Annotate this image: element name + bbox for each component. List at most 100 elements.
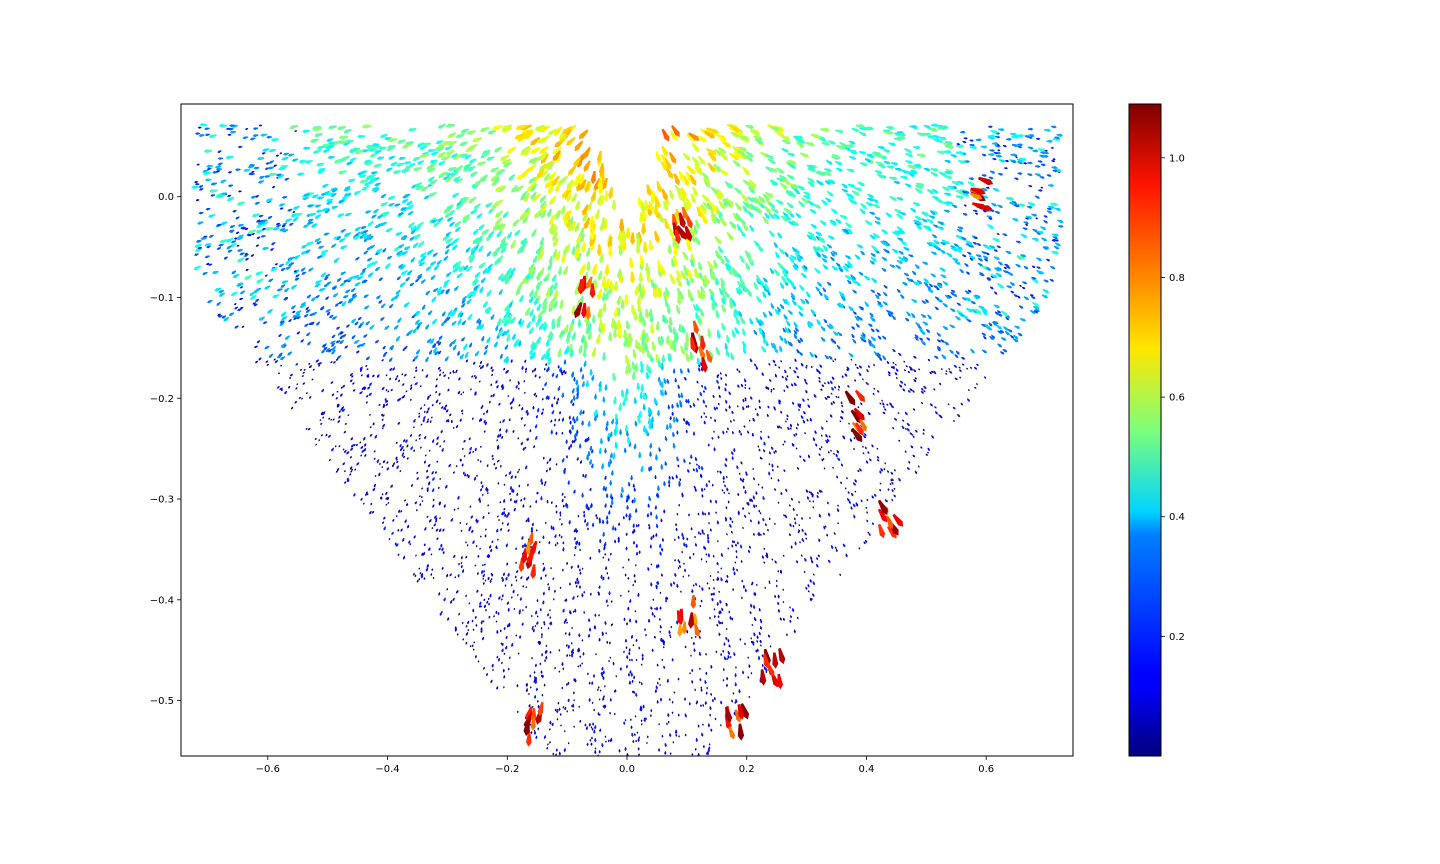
vector-arrow [772,342,777,350]
vector-arrow [840,410,844,414]
vector-arrow [1022,227,1028,231]
vector-arrow [463,163,471,170]
vector-arrow [808,454,811,459]
vector-arrow [395,543,399,547]
vector-arrow [847,194,855,200]
vector-arrow [575,585,578,588]
vector-arrow [522,585,525,588]
vector-arrow [655,586,658,590]
vector-arrow [194,243,202,248]
vector-arrow [427,249,434,255]
vector-arrow [994,210,1001,214]
vector-arrow [382,423,386,428]
vector-arrow [695,702,698,705]
vector-arrow [694,488,697,493]
vector-arrow [689,351,694,361]
vector-arrow [551,226,559,236]
vector-arrow [406,524,409,529]
vector-arrow [906,311,911,317]
vector-arrow [376,459,380,464]
vector-arrow [957,226,964,230]
vector-arrow [631,690,634,694]
vector-arrow [510,239,516,250]
vector-arrow [591,449,594,454]
vector-arrow [786,633,788,637]
vector-arrow [761,486,764,489]
vector-arrow [942,302,948,308]
vector-arrow [288,318,292,323]
vector-arrow [381,418,384,421]
vector-arrow [602,697,605,701]
vector-arrow [465,522,468,526]
vector-arrow [786,202,794,209]
vector-arrow [826,281,832,286]
vector-arrow [373,208,379,214]
vector-arrow [850,358,853,361]
vector-arrow [562,541,565,545]
vector-arrow [472,136,483,143]
vector-arrow [598,593,600,596]
vector-arrow [937,226,945,231]
vector-arrow [727,650,731,655]
vector-arrow [304,323,309,327]
vector-arrow [735,550,738,554]
vector-arrow [781,375,784,379]
vector-arrow [194,247,203,253]
vector-arrow [437,286,442,294]
vector-arrow [353,233,358,239]
vector-arrow [469,505,472,508]
vector-arrow [598,750,601,754]
vector-arrow [315,294,320,299]
vector-arrow [498,273,504,281]
vector-arrow [768,363,771,366]
vector-arrow [750,498,753,503]
vector-arrow [265,360,269,363]
vector-arrow [662,646,665,649]
vector-arrow [655,454,658,461]
vector-arrow [1034,195,1040,199]
vector-arrow [591,522,595,528]
vector-arrow [604,503,607,509]
vector-arrow [586,521,589,527]
vector-arrow [961,193,970,197]
vector-arrow [623,337,628,348]
vector-arrow [705,653,707,656]
vector-arrow [531,657,533,660]
vector-arrow [786,174,795,180]
vector-arrow [805,389,808,394]
vector-arrow [745,472,748,477]
vector-arrow [834,386,836,389]
vector-arrow [691,668,694,673]
vector-arrow [264,274,268,277]
vector-arrow [694,457,698,462]
vector-arrow [655,533,658,538]
vector-arrow [501,386,505,391]
vector-arrow [689,174,697,186]
vector-arrow [803,195,811,200]
vector-arrow [397,251,404,257]
vector-arrow [597,195,602,206]
vector-arrow [806,321,812,329]
vector-arrow [386,467,390,471]
vector-arrow [486,673,488,677]
vector-arrow [709,201,718,212]
vector-arrow [637,747,640,751]
vector-arrow [843,436,845,440]
vector-arrow [906,427,910,432]
vector-arrow [694,635,697,639]
vector-arrow [922,261,929,265]
vector-arrow [521,544,524,549]
vector-arrow [481,152,491,157]
vector-arrow [344,232,351,237]
vector-arrow [612,372,617,382]
vector-arrow [340,228,346,233]
vector-arrow [816,179,823,185]
vector-arrow [572,402,575,407]
vector-arrow [704,680,707,685]
vector-arrow [635,544,638,549]
vector-arrow [701,732,704,737]
vector-arrow [248,233,252,237]
vector-arrow [541,636,543,639]
vector-arrow [521,365,524,371]
vector-arrow [772,468,774,472]
